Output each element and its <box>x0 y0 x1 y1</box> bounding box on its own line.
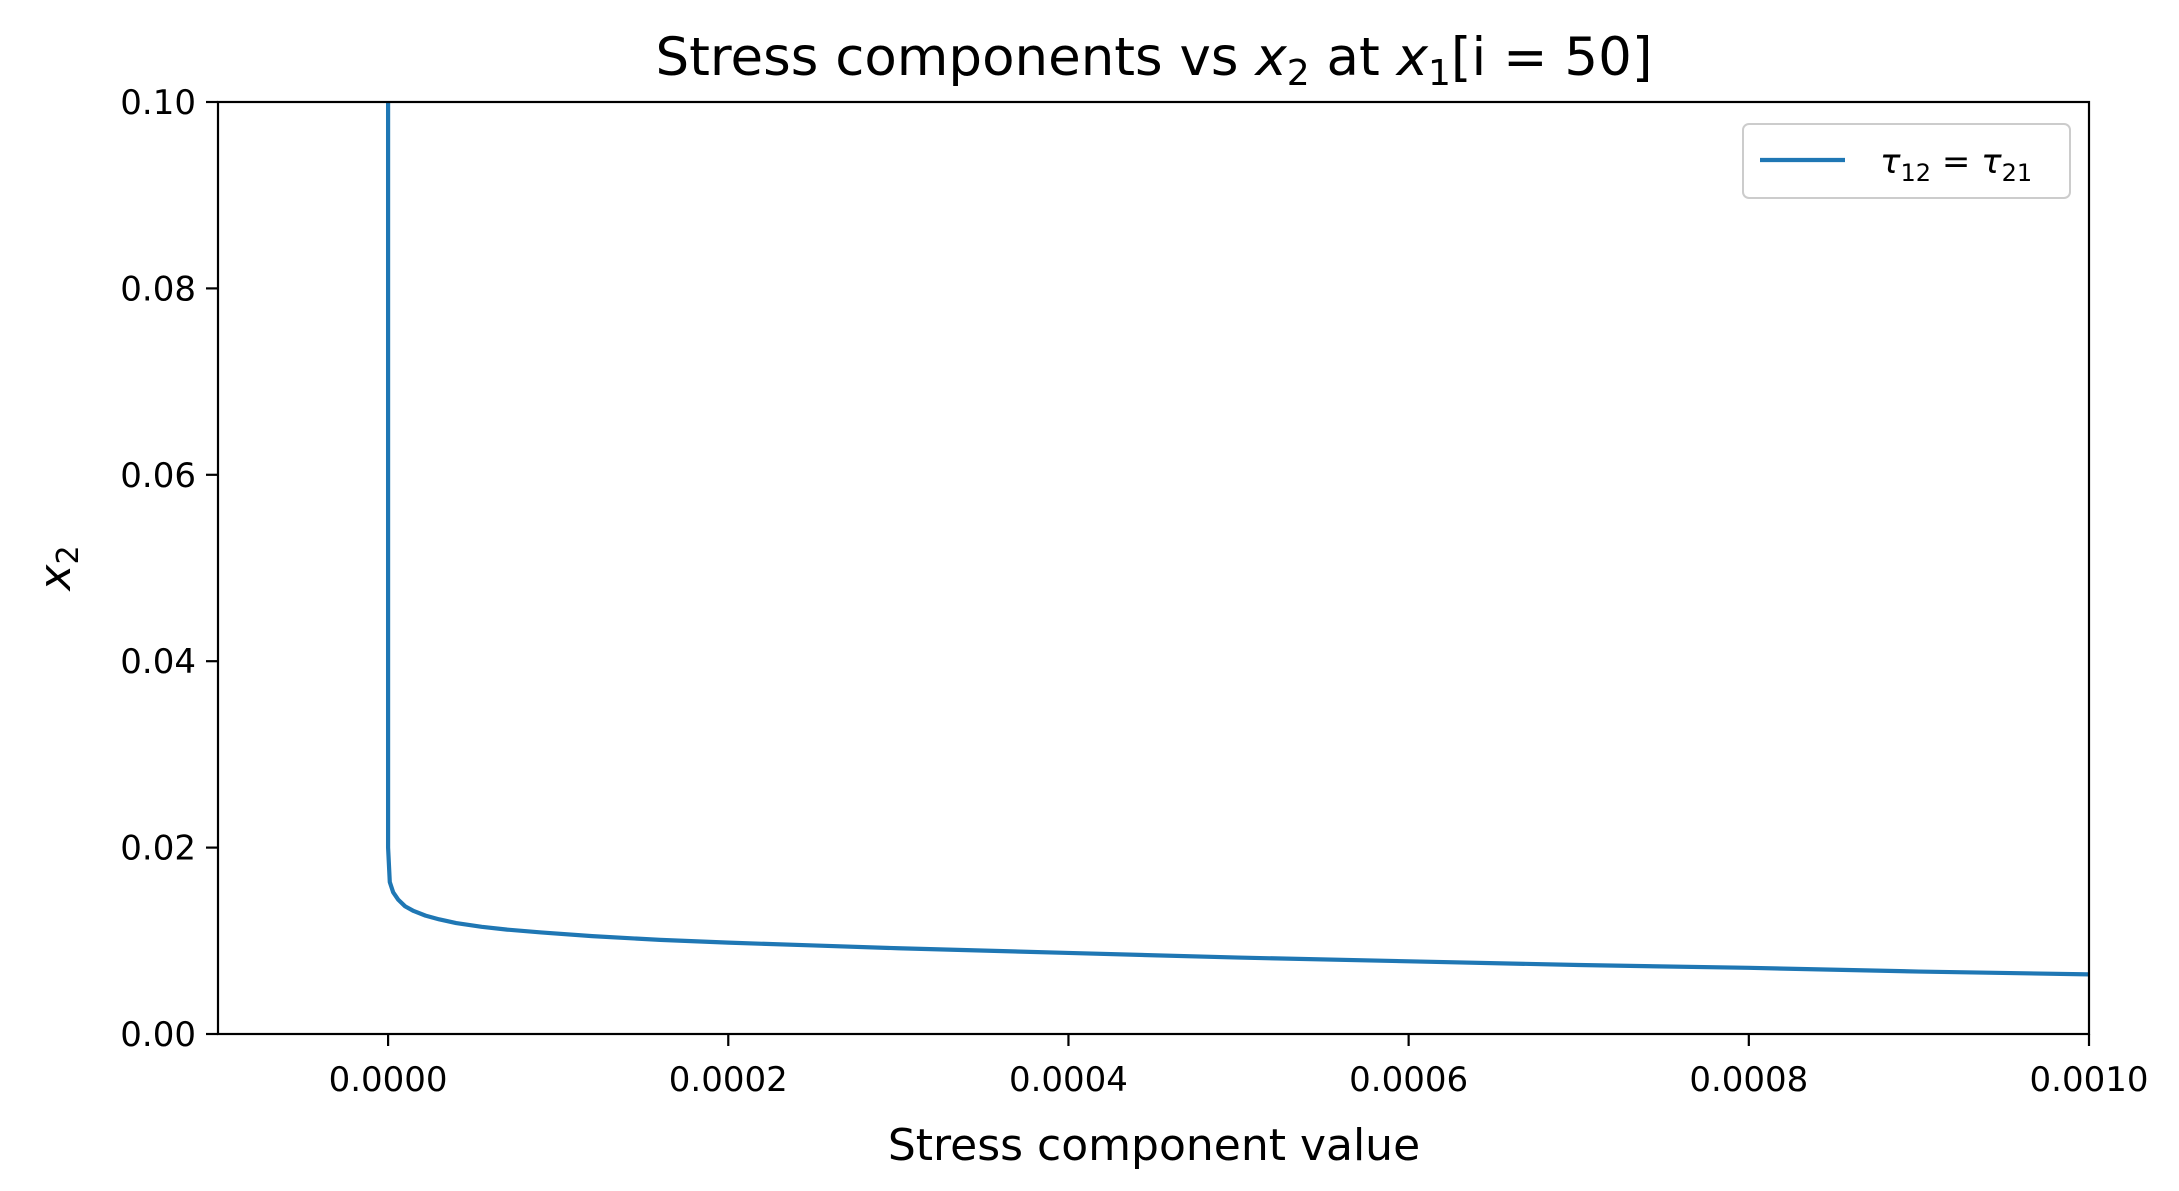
x-tick-label: 0.0004 <box>1009 1060 1128 1100</box>
series-line-tau12 <box>385 102 2090 977</box>
y-tick-label: 0.06 <box>120 456 196 496</box>
x-tick-label: 0.0010 <box>2030 1060 2149 1100</box>
y-tick-label: 0.00 <box>120 1015 196 1055</box>
y-tick-label: 0.04 <box>120 642 196 682</box>
x-tick-label: 0.0008 <box>1689 1060 1808 1100</box>
x-axis-label: Stress component value <box>888 1120 1420 1171</box>
x-tick-label: 0.0006 <box>1349 1060 1468 1100</box>
x-axis-ticks: 0.0000 0.0002 0.0004 0.0006 0.0008 0.0010 <box>329 1034 2149 1100</box>
y-tick-label: 0.10 <box>120 83 196 123</box>
y-axis-ticks: 0.00 0.02 0.04 0.06 0.08 0.10 <box>120 83 218 1055</box>
plot-background <box>218 102 2089 1034</box>
legend-label-tau12: τ12 = τ21 <box>1880 142 2032 187</box>
legend: τ12 = τ21 <box>1742 123 2071 199</box>
plot-area: 0.0000 0.0002 0.0004 0.0006 0.0008 0.0010 0.0… <box>120 83 2148 1100</box>
legend-box <box>1742 123 2071 199</box>
x-tick-label: 0.0002 <box>669 1060 788 1100</box>
plot-frame <box>216 100 2091 1036</box>
chart-title: Stress components vs x2 at x1[i = 50] <box>656 27 1653 94</box>
y-tick-label: 0.02 <box>120 829 196 869</box>
x-tick-label: 0.0000 <box>329 1060 448 1100</box>
y-tick-label: 0.08 <box>120 269 196 309</box>
y-axis-label: x2 <box>30 545 86 592</box>
